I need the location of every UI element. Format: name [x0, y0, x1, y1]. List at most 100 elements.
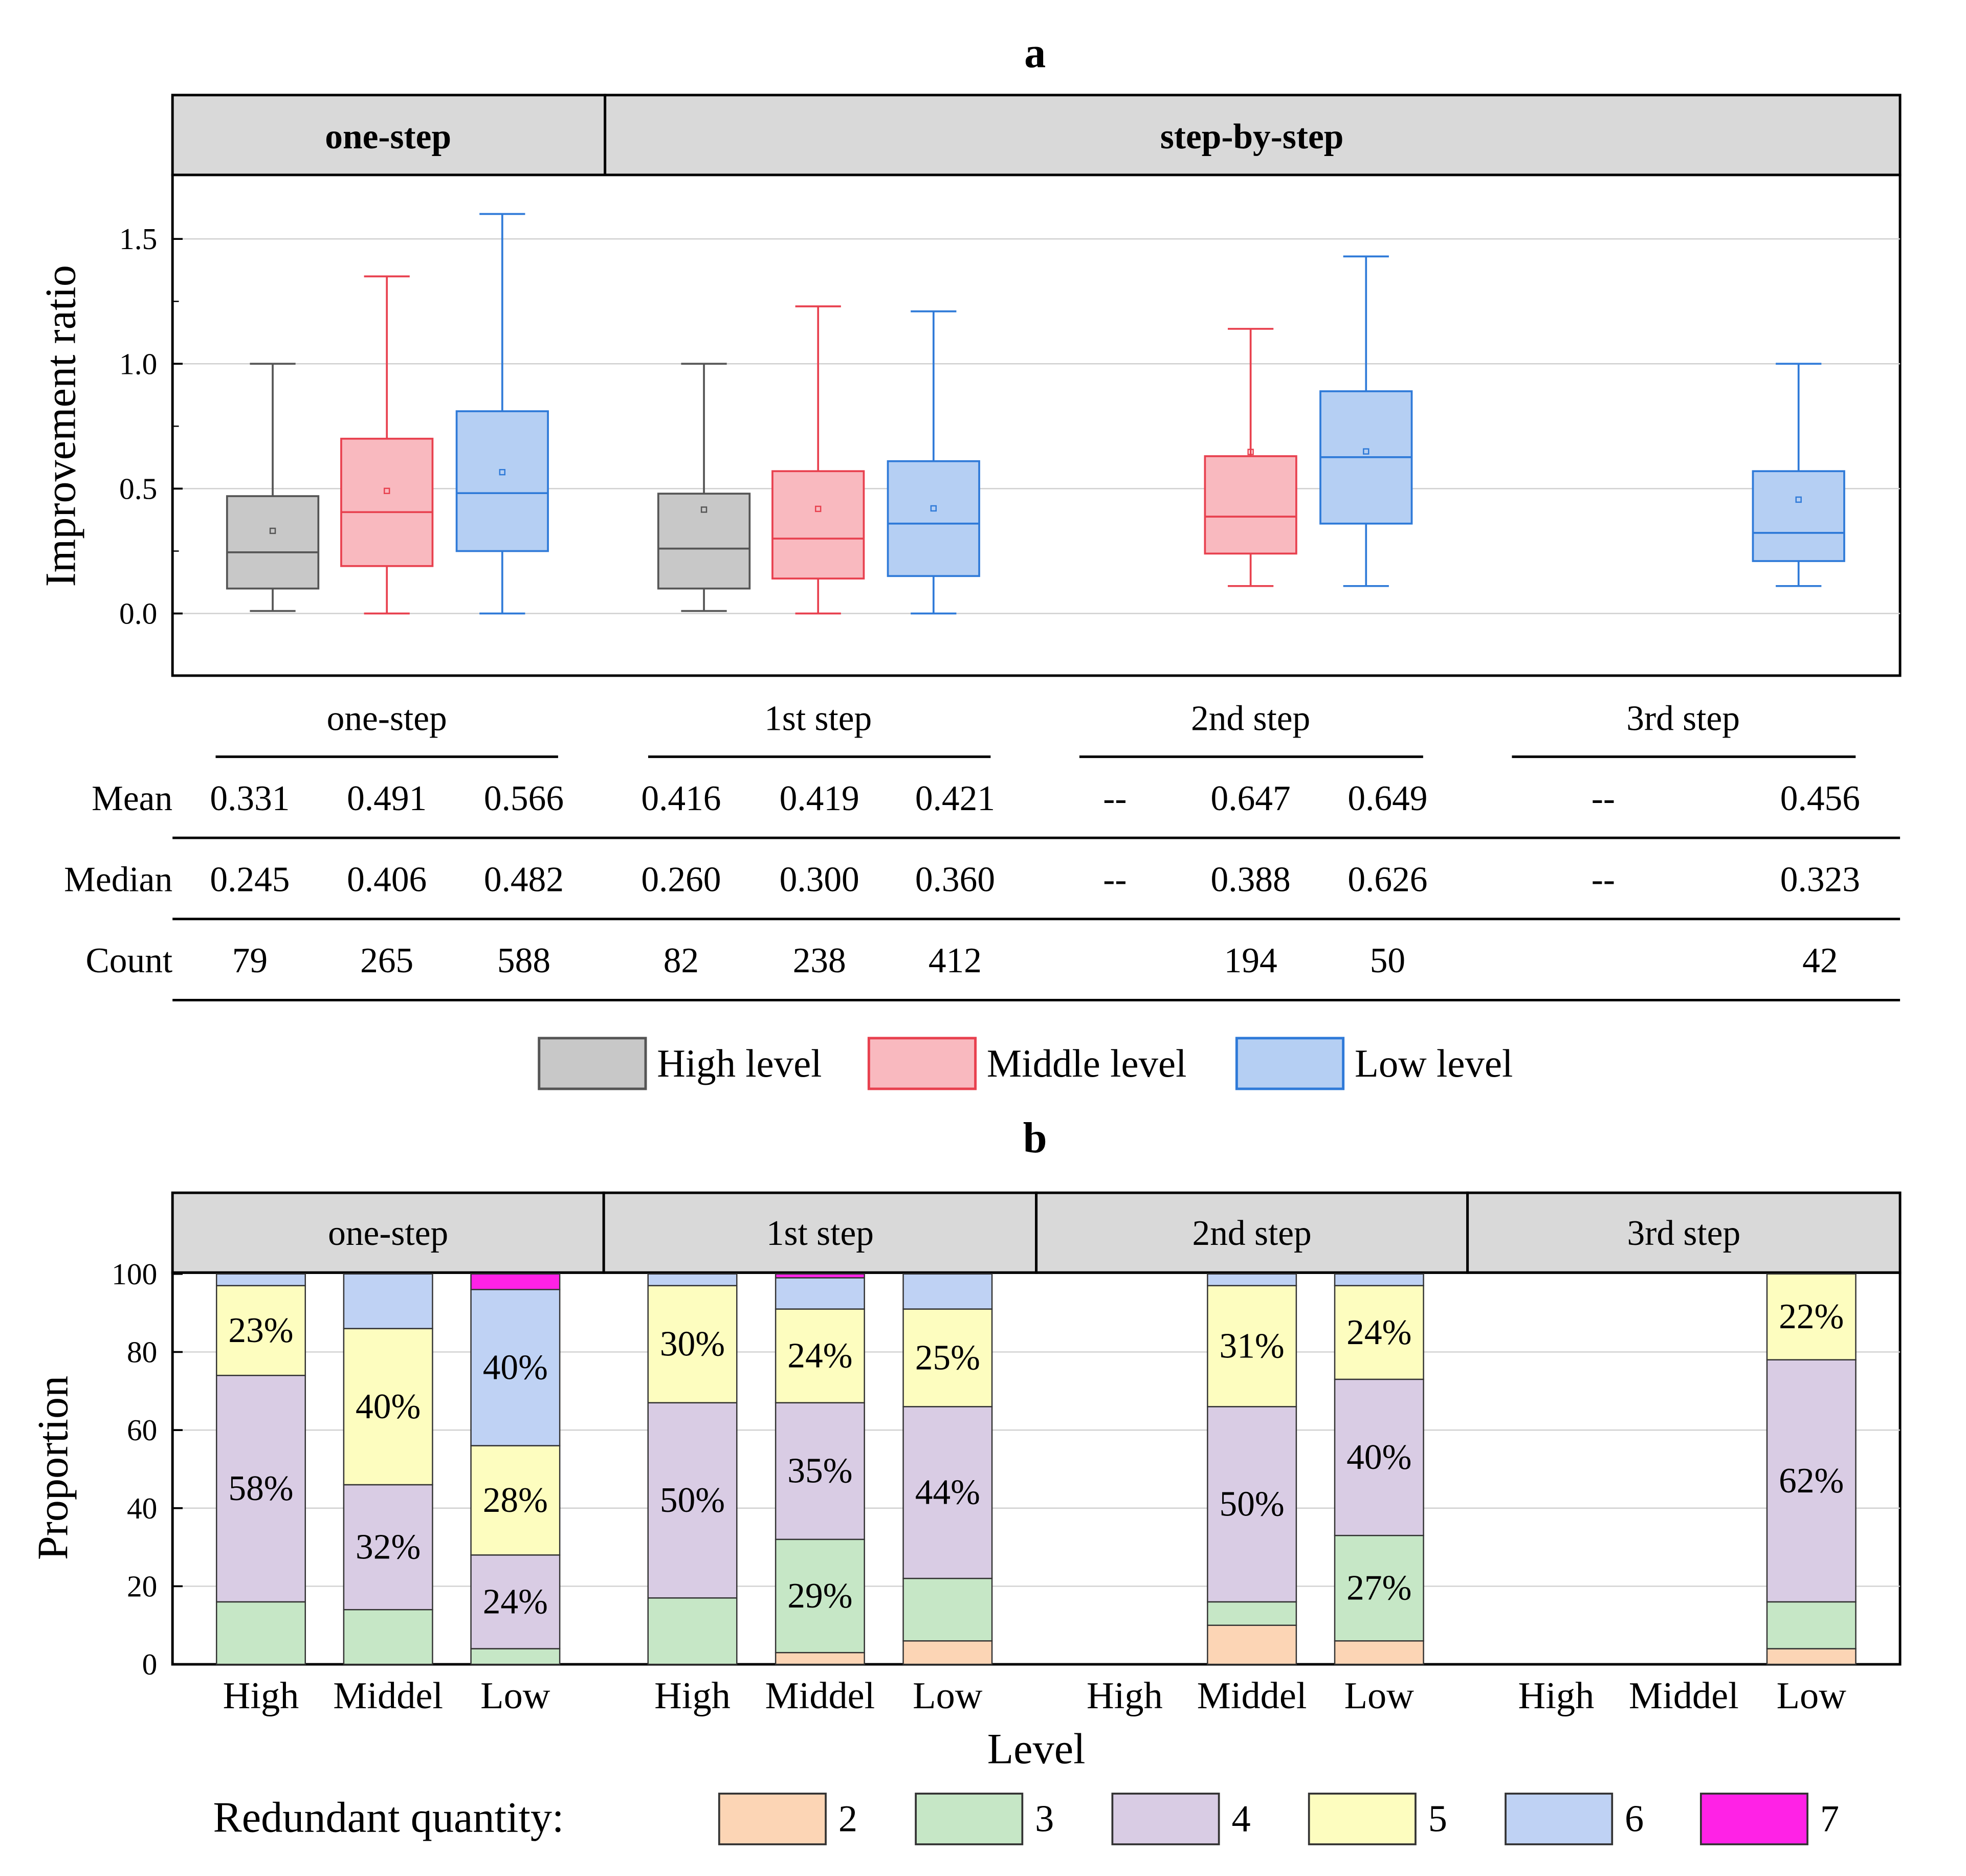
table-cell: 265 [360, 941, 413, 980]
stacked-bar-segment-6 [902, 1273, 993, 1310]
segment-label: 22% [1779, 1297, 1844, 1336]
segment-label: 50% [660, 1481, 725, 1520]
table-cell: 0.323 [1780, 860, 1860, 900]
segment-label: 25% [915, 1338, 980, 1377]
stacked-bar-segment-6 [215, 1273, 306, 1286]
table-cell: 0.300 [780, 860, 859, 900]
box-one-step-low [455, 213, 549, 615]
stacked-bar-segment-6 [775, 1277, 865, 1310]
panel-b-xtick-label: High [1518, 1675, 1595, 1717]
panel-b-xtick-label: Middel [333, 1675, 443, 1717]
panel-a-ytick-label: 0.0 [119, 597, 157, 631]
legend-label: 7 [1820, 1798, 1839, 1840]
legend-swatch-quantity-7 [1699, 1793, 1808, 1845]
box-mean-marker [269, 527, 276, 534]
table-cell: 0.626 [1348, 860, 1427, 900]
stacked-bar-segment-5 [647, 1285, 738, 1403]
table-cell: 588 [497, 941, 550, 980]
stacked-bar-segment-2 [1766, 1648, 1857, 1665]
stacked-bar-segment-4 [215, 1374, 306, 1603]
segment-label: 24% [1346, 1313, 1411, 1352]
box-one-step-middle [340, 275, 434, 615]
panel-b-ytick-label: 0 [142, 1647, 158, 1681]
box-mean-marker [384, 487, 390, 495]
table-cell: 0.647 [1211, 779, 1291, 818]
box-iqr [1752, 470, 1845, 562]
table-cell: 0.416 [641, 779, 721, 818]
segment-label: 50% [1220, 1485, 1285, 1524]
stacked-bar-segment-3 [775, 1538, 865, 1654]
stacked-bar-segment-3 [1207, 1601, 1297, 1626]
panel-a-header-one-step [171, 94, 607, 176]
panel-b-header-label: one-step [328, 1214, 448, 1253]
stacked-bar-segment-4 [1334, 1378, 1424, 1536]
stacked-bar-segment-2 [902, 1640, 993, 1665]
table-cell: 0.566 [484, 779, 564, 818]
stacked-bar-segment-4 [1207, 1406, 1297, 1603]
table-row-label: Median [64, 860, 172, 900]
box-mean-marker [1247, 449, 1254, 455]
table-section-label: one-step [327, 699, 447, 739]
panel-b-header-label: 3rd step [1627, 1214, 1741, 1253]
segment-label: 44% [915, 1473, 980, 1512]
panel-b-plot-frame [171, 1271, 1902, 1666]
legend-label: High level [657, 1042, 822, 1085]
legend-swatch-quantity-3 [915, 1793, 1024, 1845]
legend-swatch-quantity-6 [1505, 1793, 1614, 1845]
table-cell: 0.421 [915, 779, 995, 818]
stacked-bar-segment-5 [1766, 1273, 1857, 1360]
panel-b-header-label: 2nd step [1192, 1214, 1311, 1253]
segment-label: 29% [787, 1576, 852, 1616]
panel-b-xtick-label: Middel [1629, 1675, 1739, 1717]
segment-label: 40% [356, 1387, 421, 1426]
stacked-bar-segment-6 [470, 1289, 561, 1446]
segment-label: 58% [228, 1469, 293, 1508]
panel-a-header-label: one-step [325, 117, 451, 157]
stacked-bar-segment-3 [1766, 1601, 1857, 1649]
stacked-bar-segment-6 [647, 1273, 738, 1286]
stacked-bar-segment-5 [775, 1308, 865, 1403]
panel-b-xtick-label: Middel [765, 1675, 875, 1717]
panel-a-ytick-label: 1.5 [119, 222, 157, 256]
box-iqr [771, 470, 865, 580]
panel-b-ytick-label: 100 [112, 1257, 157, 1291]
stacked-bar-segment-4 [902, 1406, 993, 1579]
panel-b-ytick-label: 40 [127, 1491, 157, 1525]
table-cell: 0.245 [210, 860, 290, 900]
panel-b-ylabel: Proportion [30, 1376, 77, 1560]
panel-b-header-label: 1st step [766, 1214, 874, 1253]
segment-label: 30% [660, 1325, 725, 1364]
box-iqr [1204, 455, 1297, 555]
table-cell: 194 [1224, 941, 1277, 980]
box-iqr [657, 493, 751, 590]
segment-label: 40% [1346, 1438, 1411, 1477]
legend-label: Middle level [987, 1042, 1187, 1085]
table-cell: 79 [232, 941, 268, 980]
segment-label: 28% [483, 1481, 548, 1520]
panel-b-xtick-label: Middel [1197, 1675, 1307, 1717]
box-1st-step-high [657, 363, 751, 612]
legend-swatch-high [538, 1037, 647, 1090]
segment-label: 23% [228, 1311, 293, 1350]
stacked-bar-segment-2 [1207, 1624, 1297, 1665]
box-mean-marker [1795, 496, 1802, 503]
stacked-bar-segment-4 [647, 1402, 738, 1599]
table-row-label: Count [86, 941, 173, 980]
segment-label: 62% [1779, 1461, 1844, 1501]
table-cell: 412 [929, 941, 982, 980]
stacked-bar-segment-7 [775, 1273, 865, 1279]
panel-b-xtick-label: High [654, 1675, 731, 1717]
legend-swatch-quantity-4 [1111, 1793, 1220, 1845]
box-mean-marker [814, 505, 822, 512]
panel-a-ytick-label: 1.0 [119, 347, 157, 381]
stacked-bar-segment-3 [470, 1648, 561, 1665]
legend-label: 4 [1231, 1798, 1250, 1840]
box-mean-marker [499, 468, 506, 476]
legend-swatch-quantity-5 [1308, 1793, 1417, 1845]
box-2nd-step-low [1319, 255, 1413, 587]
panel-b-header-one-step [171, 1191, 605, 1274]
table-row-label: Mean [92, 779, 172, 818]
stacked-bar-segment-3 [343, 1609, 433, 1665]
panel-a-plot-frame [171, 173, 1902, 677]
